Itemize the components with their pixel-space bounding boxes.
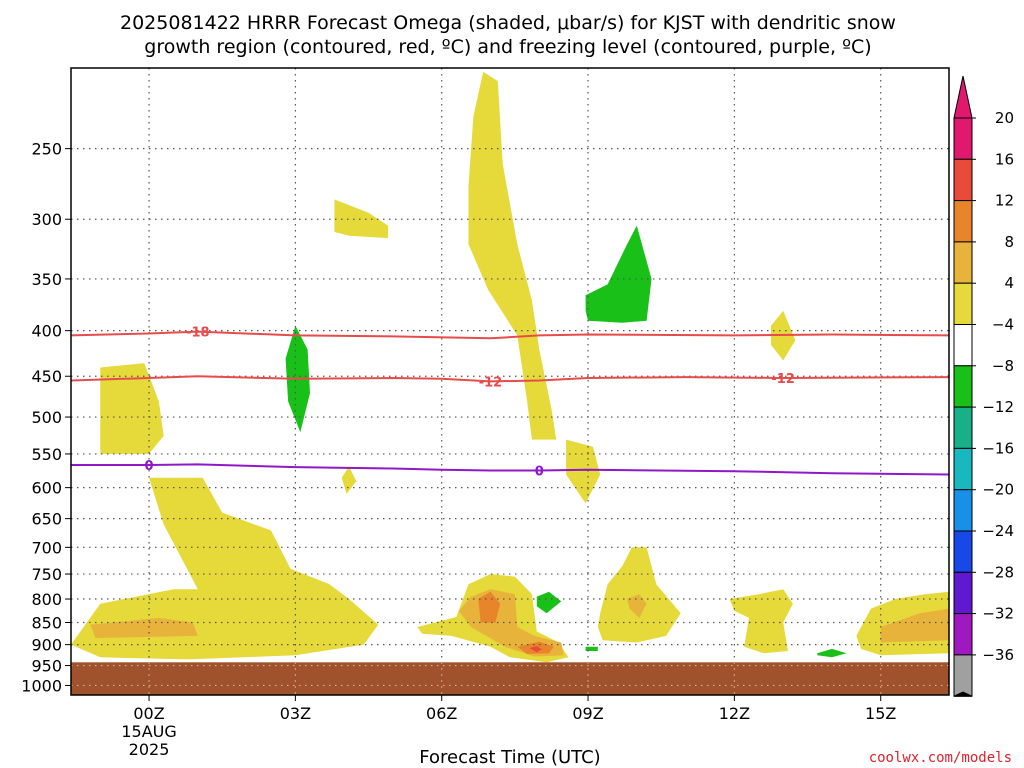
omega-region-up8 [627, 594, 647, 618]
y-tick-label-700: 700 [31, 538, 62, 557]
omega-region-up4 [334, 199, 389, 239]
colorbar-bin-up20 [953, 117, 973, 160]
credit-text: coolwx.com/models [869, 750, 1012, 766]
colorbar-label-10: −24 [982, 522, 1014, 540]
plot-area: -18 -12 -12 0 0 [70, 67, 950, 696]
y-tick-label-650: 650 [31, 510, 62, 529]
omega-shading [71, 71, 949, 663]
y-tick-label-500: 500 [31, 408, 62, 427]
contour-dendritic_-12 [71, 375, 949, 383]
colorbar-bin-up16 [953, 158, 973, 202]
colorbar-bin-dn32 [953, 654, 973, 697]
colorbar-label-11: −28 [982, 563, 1014, 581]
y-tick-label-800: 800 [31, 590, 62, 609]
omega-region-up16 [529, 645, 542, 653]
colorbar-label-8: −16 [982, 439, 1014, 457]
contour-dendritic_-18 [71, 330, 949, 340]
y-tick-label-450: 450 [31, 367, 62, 386]
contour-label-freezing_0: 0 [145, 459, 154, 474]
colorbar-bin-up4 [953, 282, 973, 326]
y-tick-label-400: 400 [31, 322, 62, 341]
y-tick-label-550: 550 [31, 445, 62, 464]
contour-label-freezing_0: 0 [535, 464, 544, 479]
colorbar-label-13: −36 [982, 646, 1014, 664]
colorbar-label-9: −20 [982, 481, 1014, 499]
chart-title-line1: 2025081422 HRRR Forecast Omega (shaded, … [120, 12, 896, 34]
x-tick-label-09Z: 09Z [572, 704, 603, 723]
x-tick-label-00Z: 00Z [133, 704, 164, 723]
contour-label-dendritic_-18: -18 [186, 326, 210, 341]
colorbar: 20 16 12 8 4 −4 −8 −12 −16 −20 −24 −28 −32 −36 [953, 75, 1014, 697]
omega-region-up8 [880, 608, 949, 643]
x-tick-sublabel-year: 2025 [129, 740, 170, 759]
x-tick-label-06Z: 06Z [426, 704, 457, 723]
colorbar-label-12: −32 [982, 605, 1014, 623]
omega-region-up4 [468, 71, 557, 440]
omega-region-up4 [341, 466, 357, 494]
x-tick-sublabel-date: 15AUG [121, 722, 176, 741]
y-tick-label-300: 300 [31, 210, 62, 229]
omega-region-up4 [566, 439, 601, 504]
y-tick-label-750: 750 [31, 565, 62, 584]
omega-region-dn4 [585, 225, 652, 323]
colorbar-label-0: 20 [995, 109, 1014, 127]
contour-lines: -18 -12 -12 0 0 [71, 326, 949, 479]
omega-region-up4 [729, 589, 793, 654]
y-tick-label-900: 900 [31, 636, 62, 655]
plot-frame [70, 67, 950, 696]
contour-label-dendritic_-12: -12 [771, 372, 795, 387]
omega-region-up8 [90, 617, 198, 639]
contour-label-dendritic_-12: -12 [479, 375, 503, 390]
terrain-grid [71, 662, 949, 695]
colorbar-bin-dn8 [953, 406, 973, 449]
x-tick-label-03Z: 03Z [280, 704, 311, 723]
omega-region-up12 [478, 591, 501, 623]
omega-region-dn4 [817, 648, 847, 658]
x-tick-label-12Z: 12Z [719, 704, 750, 723]
y-tick-label-250: 250 [31, 140, 62, 159]
colorbar-bin-up8 [953, 241, 973, 284]
colorbar-bin-up12 [953, 200, 973, 243]
colorbar-label-3: 8 [1004, 233, 1014, 251]
colorbar-label-5: −4 [992, 316, 1014, 334]
colorbar-label-2: 12 [995, 192, 1014, 210]
y-tick-label-600: 600 [31, 479, 62, 498]
y-tick-label-1000: 1000 [21, 676, 62, 695]
x-axis-label: Forecast Time (UTC) [419, 747, 600, 768]
y-tick-label-850: 850 [31, 614, 62, 633]
omega-region-up4 [71, 477, 379, 660]
colorbar-bin-dn28 [953, 613, 973, 656]
contour-freezing_0 [71, 463, 949, 476]
y-tick-label-950: 950 [31, 657, 62, 676]
colorbar-top-arrow [953, 75, 973, 119]
omega-region-dn4 [585, 646, 598, 651]
colorbar-bin-dn20 [953, 530, 973, 573]
omega-region-up4 [100, 363, 164, 454]
y-tick-label-350: 350 [31, 270, 62, 289]
colorbar-bin-dn4 [953, 365, 973, 408]
chart-title-line2: growth region (contoured, red, ºC) and f… [144, 36, 871, 58]
colorbar-label-4: 4 [1004, 274, 1014, 292]
colorbar-label-6: −8 [992, 357, 1014, 375]
colorbar-label-7: −12 [982, 398, 1014, 416]
colorbar-label-1: 16 [995, 150, 1014, 168]
colorbar-bin-dn24 [953, 571, 973, 615]
colorbar-bin-dn12 [953, 447, 973, 491]
y-axis-ticks: 250 300 350 400 450 500 550 600 650 700 750 800 850 9… [21, 140, 71, 695]
x-tick-label-15Z: 15Z [865, 704, 896, 723]
colorbar-bin-white [953, 324, 973, 367]
terrain-fill [71, 662, 949, 695]
colorbar-bottom-arrow [953, 691, 973, 697]
colorbar-bin-dn16 [953, 489, 973, 532]
omega-region-dn4 [536, 591, 562, 614]
